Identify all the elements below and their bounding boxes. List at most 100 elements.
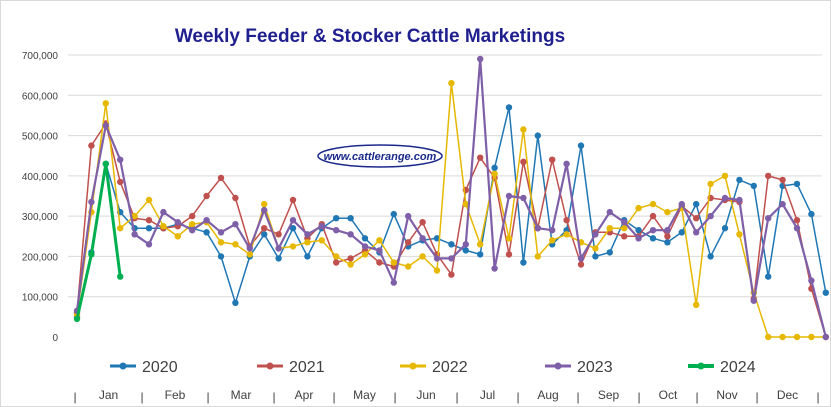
data-point-2021 — [520, 158, 527, 165]
data-point-2023 — [750, 297, 757, 304]
data-point-2020 — [649, 235, 657, 242]
data-point-2023 — [721, 194, 729, 202]
data-point-2022 — [217, 239, 225, 246]
y-tick-label: 300,000 — [22, 212, 59, 223]
data-point-2023 — [534, 225, 541, 232]
y-tick-label: 0 — [52, 333, 58, 344]
series-2023 — [73, 55, 829, 341]
month-label: Apr — [295, 388, 314, 402]
data-point-2023 — [275, 245, 282, 252]
data-point-2020 — [664, 239, 671, 246]
data-point-2024 — [88, 251, 95, 258]
data-point-2022 — [707, 180, 714, 188]
data-point-2020 — [448, 241, 455, 248]
data-point-2022 — [289, 243, 297, 250]
data-point-2021 — [779, 176, 786, 184]
data-point-2021 — [88, 142, 95, 149]
watermark: www.cattlerange.com — [317, 144, 443, 168]
data-point-2020 — [232, 299, 239, 306]
data-point-2022 — [606, 225, 613, 232]
data-point-2022 — [376, 237, 383, 244]
data-point-2021 — [448, 271, 455, 278]
data-point-2020 — [505, 104, 513, 111]
month-separator: | — [73, 390, 76, 404]
data-point-2023 — [102, 122, 110, 129]
data-point-2023 — [793, 225, 801, 232]
data-point-2021 — [333, 259, 340, 266]
legend-item-2024: 2024 — [688, 359, 756, 376]
data-point-2022 — [189, 221, 196, 228]
data-point-2022 — [361, 251, 369, 258]
data-point-2022 — [160, 223, 167, 230]
data-point-2022 — [102, 100, 110, 107]
data-point-2022 — [505, 235, 513, 242]
data-point-2024 — [102, 160, 110, 167]
month-separator: | — [516, 390, 519, 404]
data-point-2021 — [693, 215, 700, 222]
month-label: Mar — [231, 388, 252, 402]
data-point-2021 — [117, 178, 124, 186]
month-separator: | — [206, 390, 209, 404]
month-label: May — [353, 388, 376, 402]
data-point-2023 — [361, 243, 369, 250]
data-point-2024 — [73, 315, 81, 323]
data-point-2023 — [765, 215, 772, 222]
data-point-2022 — [419, 253, 426, 260]
month-label: Feb — [165, 388, 186, 402]
y-tick-label: 700,000 — [22, 51, 59, 62]
data-point-2022 — [405, 263, 412, 270]
data-point-2020 — [203, 229, 210, 236]
data-point-2021 — [203, 192, 210, 200]
data-point-2022 — [693, 301, 700, 308]
data-point-2023 — [145, 241, 153, 248]
y-axis: 0 100,000 200,000 300,000 400,000 500,000 600,… — [22, 51, 59, 344]
data-point-2023 — [289, 217, 297, 224]
month-separator: | — [695, 390, 698, 404]
month-label: Jul — [480, 388, 495, 402]
data-point-2022 — [246, 251, 253, 258]
data-point-2021 — [232, 194, 239, 202]
legend-label: 2021 — [289, 359, 325, 376]
data-point-2020 — [477, 251, 484, 258]
data-point-2020 — [361, 235, 369, 242]
data-point-2023 — [520, 194, 527, 202]
data-point-2020 — [765, 273, 772, 280]
data-point-2020 — [721, 225, 729, 232]
data-point-2023 — [779, 200, 786, 208]
data-point-2022 — [649, 200, 657, 208]
data-point-2023 — [246, 245, 253, 252]
month-separator: | — [272, 390, 275, 404]
data-point-2020 — [534, 132, 541, 139]
data-point-2022 — [793, 333, 801, 341]
data-point-2023 — [549, 227, 556, 234]
data-point-2023 — [822, 333, 829, 341]
data-point-2022 — [635, 204, 642, 212]
month-separator: | — [455, 390, 458, 404]
month-label: Oct — [659, 388, 678, 402]
data-point-2021 — [145, 217, 153, 224]
data-point-2021 — [577, 261, 585, 268]
data-point-2022 — [304, 239, 311, 246]
gridlines — [68, 54, 822, 298]
data-point-2022 — [390, 259, 397, 266]
legend-label: 2024 — [720, 359, 756, 376]
data-point-2021 — [793, 217, 801, 224]
data-point-2022 — [131, 212, 138, 220]
data-point-2022 — [779, 333, 786, 341]
data-point-2023 — [808, 277, 815, 284]
data-point-2020 — [275, 255, 282, 262]
data-point-2023 — [376, 247, 383, 254]
data-point-2020 — [520, 259, 527, 266]
month-separator: | — [140, 390, 143, 404]
data-point-2023 — [621, 219, 628, 226]
y-tick-label: 200,000 — [22, 252, 59, 263]
data-point-2021 — [765, 172, 772, 180]
data-point-2023 — [189, 227, 196, 234]
data-point-2023 — [203, 217, 210, 224]
data-point-2020 — [693, 200, 700, 208]
data-point-2020 — [333, 215, 340, 222]
legend-label: 2023 — [577, 359, 613, 376]
legend-swatch-marker — [409, 362, 417, 370]
